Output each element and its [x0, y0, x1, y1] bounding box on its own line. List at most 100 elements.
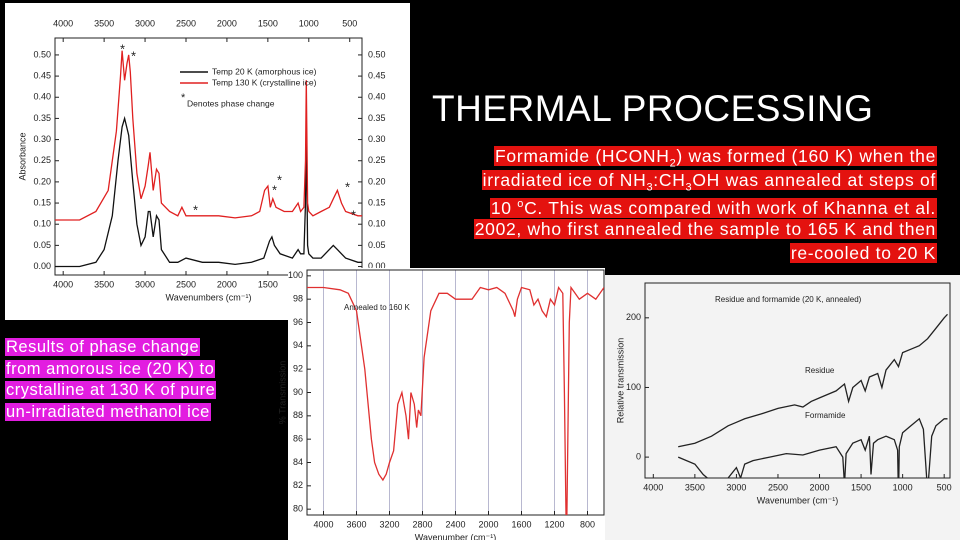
x-tick-label: 1200 — [544, 519, 564, 529]
x-tick-label: 4000 — [643, 482, 663, 492]
y-axis-label: Relative transmission — [615, 338, 625, 424]
x-tick-label: 3500 — [685, 482, 705, 492]
x-tick-label: 1600 — [511, 519, 531, 529]
phase-change-mark: * — [351, 207, 356, 222]
x-tick-label-top: 3500 — [94, 18, 114, 28]
description: Formamide (HCONH2) was formed (160 K) wh… — [437, 145, 937, 266]
y-tick-label-right: 0.35 — [368, 113, 386, 123]
x-tick-label: 4000 — [53, 279, 73, 289]
caption-line: un-irradiated methanol ice — [5, 402, 216, 424]
phase-change-mark: * — [277, 172, 282, 187]
y-tick-label: 96 — [293, 317, 303, 327]
y-tick-label-right: 0.45 — [368, 70, 386, 80]
figure-background — [5, 3, 410, 320]
text-run: irradiated ice of NH — [482, 170, 647, 191]
x-tick-label: 2800 — [412, 519, 432, 529]
text-run: OH was annealed at steps of — [692, 170, 936, 191]
caption-text: crystalline at 130 K of pure — [5, 381, 217, 399]
text-run: 2002, who first annealed the sample to 1… — [474, 218, 936, 239]
y-tick-label: 0.30 — [33, 134, 51, 144]
x-tick-label: 3000 — [726, 482, 746, 492]
highlight: 10 oC. This was compared with work of Kh… — [489, 198, 937, 219]
phase-change-mark: * — [120, 41, 125, 56]
x-tick-label-top: 500 — [342, 18, 357, 28]
y-tick-label: 0.40 — [33, 92, 51, 102]
x-tick-label: 3500 — [94, 279, 114, 289]
y-tick-label: 0.50 — [33, 49, 51, 59]
y-tick-label-right: 0.10 — [368, 219, 386, 229]
legend-label: Temp 130 K (crystalline ice) — [212, 77, 317, 87]
x-tick-label-top: 3000 — [135, 18, 155, 28]
x-tick-label: 2500 — [176, 279, 196, 289]
y-tick-label: 0.00 — [33, 261, 51, 271]
figure-background — [288, 268, 605, 540]
caption-text: Results of phase change — [5, 338, 201, 356]
y-tick-label: 0 — [636, 451, 641, 461]
annotation: Annealed to 160 K — [344, 303, 410, 312]
caption-text: un-irradiated methanol ice — [5, 402, 211, 421]
y-tick-label: 0.35 — [33, 113, 51, 123]
x-axis-label: Wavenumbers (cm⁻¹) — [166, 292, 252, 302]
data-line — [307, 285, 604, 515]
description-line: 10 oC. This was compared with work of Kh… — [437, 194, 937, 219]
subscript: 3 — [646, 181, 654, 194]
phase-change-mark: * — [131, 48, 136, 63]
y-tick-label-right: 0.25 — [368, 155, 386, 165]
caption-line: Results of phase change — [5, 337, 216, 359]
y-tick-label: 80 — [293, 504, 303, 514]
annotation: Residue and formamide (20 K, annealed) — [715, 295, 862, 304]
description-line: 2002, who first annealed the sample to 1… — [437, 218, 937, 242]
y-tick-label-right: 0.50 — [368, 49, 386, 59]
text-run: :CH — [653, 170, 686, 191]
phase-change-mark: * — [345, 179, 350, 194]
description-line: re-cooled to 20 K — [437, 242, 937, 266]
text-run: re-cooled to 20 K — [790, 243, 936, 264]
plot-frame — [644, 282, 951, 479]
slide-title: THERMAL PROCESSING — [432, 88, 874, 129]
y-tick-label: 84 — [293, 457, 303, 467]
legend-label: Temp 20 K (amorphous ice) — [212, 66, 317, 76]
highlight: 2002, who first annealed the sample to 1… — [473, 218, 937, 239]
y-tick-label: 92 — [293, 364, 303, 374]
y-tick-label-right: 0.30 — [368, 134, 386, 144]
y-tick-label: 0.05 — [33, 240, 51, 250]
y-tick-label: 0.45 — [33, 70, 51, 80]
y-tick-label: 0.20 — [33, 176, 51, 186]
y-tick-label: 88 — [293, 410, 303, 420]
series-label: Formamide — [805, 411, 846, 420]
x-tick-label: 4000 — [313, 519, 333, 529]
y-tick-label: 86 — [293, 434, 303, 444]
y-tick-label: 94 — [293, 340, 303, 350]
caption-line: from amorous ice (20 K) to — [5, 359, 216, 381]
x-tick-label-top: 1000 — [299, 18, 319, 28]
data-line — [678, 313, 948, 448]
y-tick-label-right: 0.00 — [368, 261, 386, 271]
x-tick-label-top: 2500 — [176, 18, 196, 28]
data-line — [55, 50, 362, 221]
y-tick-label: 90 — [293, 387, 303, 397]
x-tick-label: 1500 — [851, 482, 871, 492]
phase-change-mark: * — [193, 202, 198, 217]
y-axis-label: Absorbance — [17, 132, 27, 180]
y-tick-label: 0.10 — [33, 219, 51, 229]
x-tick-label-top: 2000 — [217, 18, 237, 28]
x-tick-label: 2000 — [478, 519, 498, 529]
plot-frame — [54, 37, 363, 276]
figure: 4000 3600 3200 2800 2400 2000 1600 1200 800 80 82 8… — [277, 268, 605, 540]
plot-frame — [306, 269, 605, 516]
x-tick-label: 1000 — [893, 482, 913, 492]
x-tick-label: 3000 — [135, 279, 155, 289]
text-run: ) was formed (160 K) when the — [676, 146, 936, 166]
caption-text: from amorous ice (20 K) to — [5, 359, 216, 378]
phase-change-mark: * — [272, 182, 277, 197]
x-tick-label-top: 4000 — [53, 18, 73, 28]
y-tick-label-right: 0.15 — [368, 197, 386, 207]
x-tick-label: 1500 — [258, 279, 278, 289]
y-tick-label: 0.15 — [33, 197, 51, 207]
data-line — [677, 417, 948, 478]
superscript: o — [517, 198, 525, 211]
x-tick-label: 3200 — [379, 519, 399, 529]
x-tick-label: 800 — [580, 519, 595, 529]
x-tick-label: 500 — [937, 482, 952, 492]
